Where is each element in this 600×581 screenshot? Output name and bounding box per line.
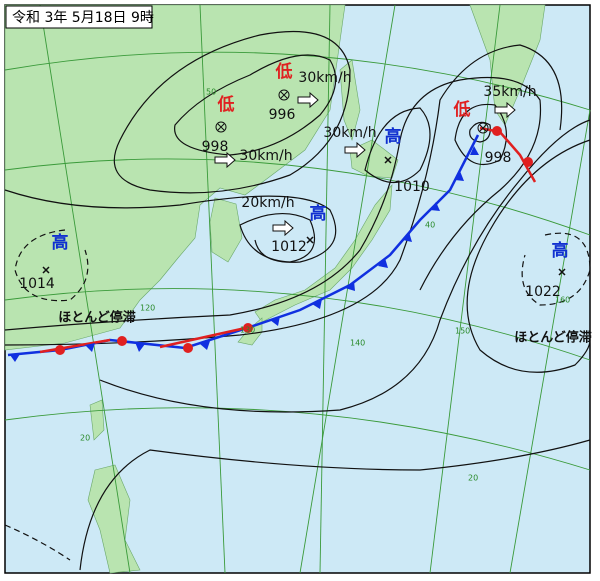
- grid-label: 20: [468, 474, 478, 483]
- center-mark: [479, 124, 487, 132]
- pressure-label: 998: [485, 150, 512, 166]
- center-mark: [477, 122, 489, 134]
- speed-label: 30km/h: [239, 148, 292, 164]
- isobars: [4, 31, 591, 571]
- center-mark: [306, 236, 314, 244]
- land: [4, 4, 546, 574]
- motion-arrow: [272, 219, 294, 237]
- grid-label: 50: [206, 88, 216, 97]
- grid-label: 120: [140, 304, 155, 313]
- motion-arrow: [344, 141, 366, 159]
- pressure-label: 1022: [525, 284, 561, 300]
- title: 令和 3年 5月18日 9時: [12, 10, 154, 26]
- pressure-label: 1012: [271, 239, 307, 255]
- center-mark: [215, 121, 227, 133]
- pressure-label: 1014: [19, 276, 55, 292]
- system-kind: 低: [275, 61, 293, 82]
- system-kind: 高: [385, 126, 402, 147]
- pressure-label: 1010: [394, 179, 430, 195]
- speed-label: 30km/h: [298, 70, 351, 86]
- fronts: [7, 126, 537, 362]
- system-kind: 低: [217, 94, 235, 115]
- center-mark: [278, 89, 290, 101]
- title-box: [5, 5, 153, 29]
- grid-label: 20: [80, 434, 90, 443]
- grid-label: 150: [455, 327, 470, 336]
- speed-label: 20km/h: [241, 195, 294, 211]
- center-mark: [42, 266, 50, 274]
- pressure-label: 998: [202, 139, 229, 155]
- lat-lon-grid: [4, 4, 591, 574]
- center-mark: [217, 123, 225, 131]
- motion-arrow: [214, 151, 236, 169]
- system-kind: 低: [453, 99, 471, 120]
- speed-label: 30km/h: [323, 125, 376, 141]
- speed-label: 35km/h: [483, 84, 536, 100]
- center-mark: [384, 156, 392, 164]
- grid-label: 160: [555, 296, 570, 305]
- motion-arrow: [494, 101, 516, 119]
- system-kind: 高: [552, 240, 569, 261]
- pressure-label: 996: [269, 107, 296, 123]
- grid-label: 130: [240, 326, 255, 335]
- stationary-note: ほとんど停滞: [514, 330, 592, 346]
- grid-label: 140: [350, 339, 365, 348]
- center-mark: [280, 91, 288, 99]
- labels: 低99630km/h低99830km/h高101030km/h高101220km…: [19, 61, 592, 483]
- grid-label: 40: [425, 221, 435, 230]
- center-mark: [558, 268, 566, 276]
- system-kind: 高: [52, 232, 69, 253]
- motion-arrow: [297, 91, 319, 109]
- stationary-note: ほとんど停滞: [58, 310, 136, 326]
- system-kind: 高: [310, 203, 327, 224]
